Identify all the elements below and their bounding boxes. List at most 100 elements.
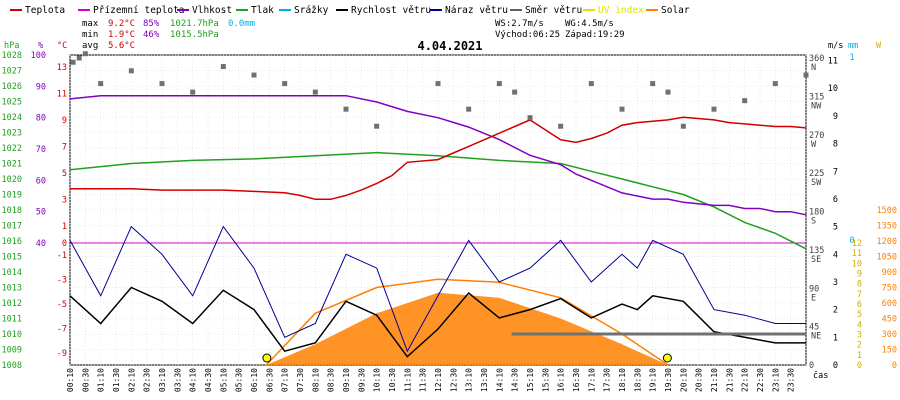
stat-hum-min: 46%	[143, 30, 160, 40]
tick-label-time: 05:10	[219, 368, 228, 392]
legend-label: Solar	[661, 5, 690, 16]
tick-label-time: 15:30	[541, 368, 550, 392]
tick-label-watt: 300	[882, 330, 897, 340]
tick-label-direction: 360	[809, 54, 824, 64]
tick-label-time: 06:10	[250, 368, 259, 392]
tick-label-time: 20:10	[679, 368, 688, 392]
unit-mm: mm	[848, 41, 858, 51]
tick-label-time: 16:30	[572, 368, 581, 392]
wind-direction-point	[251, 72, 257, 78]
legend-item-wind-gust: Náraz větru	[430, 5, 508, 16]
series	[69, 51, 809, 366]
wind-direction-point	[76, 55, 82, 61]
stat-press-max: 1021.7hPa	[170, 19, 219, 29]
tick-label-percent: 90	[36, 82, 46, 92]
wind-direction-point	[312, 89, 318, 95]
sunrise-marker	[262, 353, 272, 363]
info-ws: WS:2.7m/s	[495, 19, 544, 29]
tick-label-time: 13:10	[465, 368, 474, 392]
tick-label-uv: 3	[857, 331, 862, 341]
tick-label-direction: 0	[809, 361, 814, 371]
wind-direction-point	[680, 123, 686, 129]
info-wg: WG:4.5m/s	[565, 19, 614, 29]
legend-label: Srážky	[294, 5, 329, 16]
tick-label-time: 16:10	[557, 368, 566, 392]
tick-label-time: 21:30	[725, 368, 734, 392]
tick-label-compass: NE	[811, 332, 821, 342]
legend-label: Rychlost větru	[351, 5, 431, 16]
tick-label-ms: 7	[833, 167, 838, 177]
tick-label-watt: 0	[892, 361, 897, 371]
tick-label-compass: S	[811, 217, 816, 227]
wind-direction-point	[159, 81, 165, 87]
stat-temp-max: 9.2°C	[108, 19, 135, 29]
series-wind-speed	[69, 286, 806, 358]
tick-label-hpa: 1025	[2, 98, 22, 108]
wind-direction-point	[190, 89, 196, 95]
legend-label: Náraz větru	[445, 5, 508, 16]
legend-item-humidity: Vlhkost	[177, 5, 232, 16]
stat-label-avg: avg	[82, 41, 98, 51]
legend-item-pressure: Tlak	[236, 5, 274, 16]
tick-label-mm: 0	[849, 236, 854, 246]
tick-label-watt: 1500	[877, 206, 897, 216]
stat-temp-min: 1.9°C	[108, 30, 135, 40]
tick-label-watt: 1050	[877, 253, 897, 263]
tick-label-mm: 1	[849, 53, 854, 63]
tick-label-hpa: 1009	[2, 346, 22, 356]
tick-label-uv: 5	[857, 310, 862, 320]
series-wind-gust	[69, 225, 806, 353]
tick-label-time: 21:10	[710, 368, 719, 392]
tick-label-time: 19:10	[649, 368, 658, 392]
tick-label-time: 13:30	[480, 368, 489, 392]
tick-label-compass: NW	[811, 101, 822, 111]
tick-label-time: 11:30	[419, 368, 428, 392]
tick-label-uv: 1	[857, 351, 862, 361]
tick-label-time: 03:30	[173, 368, 182, 392]
tick-label-hpa: 1016	[2, 237, 22, 247]
tick-label-time: 07:10	[281, 368, 290, 392]
tick-label-celsius: 11	[57, 89, 67, 99]
tick-label-uv: 6	[857, 300, 862, 310]
series-humidity	[69, 94, 807, 216]
tick-label-time: 14:30	[511, 368, 520, 392]
legend-item-wind-speed: Rychlost větru	[336, 5, 431, 16]
tick-label-celsius: 3	[62, 195, 67, 205]
tick-label-uv: 12	[852, 239, 862, 249]
tick-label-time: 18:10	[618, 368, 627, 392]
tick-label-time: 18:30	[633, 368, 642, 392]
left-axes: 1028 1027 1026 1025 1024 1023 1022 1021 1020 1019…	[2, 51, 67, 371]
tick-label-time: 20:30	[695, 368, 704, 392]
tick-label-uv: 8	[857, 280, 862, 290]
tick-label-time: 14:10	[495, 368, 504, 392]
series-solar-theoretical	[265, 278, 669, 366]
tick-label-watt: 1200	[877, 237, 897, 247]
tick-label-time: 10:30	[388, 368, 397, 392]
tick-label-compass: N	[811, 63, 816, 73]
tick-label-percent: 100	[31, 51, 46, 61]
tick-label-time: 22:10	[741, 368, 750, 392]
legend-item-rain: Srážky	[279, 5, 329, 16]
legend-label: UV index	[598, 5, 644, 16]
wind-direction-point	[650, 81, 656, 87]
wind-direction-point	[466, 106, 472, 112]
tick-label-ms: 4	[833, 250, 838, 260]
tick-label-watt: 750	[882, 284, 897, 294]
tick-label-time: 09:10	[342, 368, 351, 392]
tick-label-time: 05:30	[235, 368, 244, 392]
tick-label-percent: 60	[36, 176, 46, 186]
tick-label-time: 02:10	[127, 368, 136, 392]
tick-label-time: 15:10	[526, 368, 535, 392]
grid	[69, 54, 807, 366]
wind-direction-point	[343, 106, 349, 112]
axis-unit-labels: hPa % °C m/s mm W čas	[4, 41, 882, 381]
tick-label-ms: 9	[833, 112, 838, 122]
tick-label-hpa: 1012	[2, 299, 22, 309]
info-block: WS:2.7m/s WG:4.5m/s Východ:06:25 Západ:1…	[495, 19, 625, 40]
tick-label-uv: 7	[857, 290, 862, 300]
tick-label-watt: 900	[882, 268, 897, 278]
legend-item-solar: Solar	[646, 5, 690, 16]
tick-label-time: 02:30	[143, 368, 152, 392]
tick-label-hpa: 1011	[2, 315, 22, 325]
